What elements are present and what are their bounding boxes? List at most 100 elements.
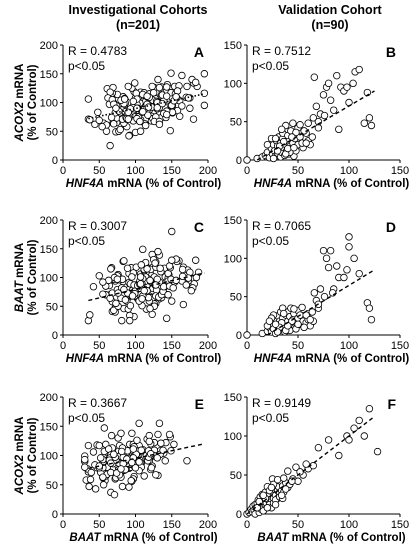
data-point	[140, 472, 148, 480]
y-tick-label: 200	[40, 40, 58, 52]
trend-line	[88, 93, 205, 120]
data-point	[350, 424, 358, 432]
panel-letter: B	[386, 44, 396, 60]
y-tick-label: 150	[40, 421, 58, 433]
y-axis-title: ACOX2 mRNA	[14, 417, 26, 496]
data-point	[189, 115, 198, 123]
data-point	[161, 457, 169, 465]
data-point	[191, 78, 200, 87]
data-point	[253, 504, 261, 512]
data-point	[157, 439, 165, 447]
r-value: R = 0.7512	[252, 44, 311, 58]
data-point	[350, 254, 358, 263]
data-point	[120, 257, 128, 265]
data-point	[120, 95, 129, 103]
data-point	[269, 154, 278, 163]
y-axis-title: BAAT mRNA	[14, 243, 26, 312]
data-point	[146, 304, 154, 313]
data-point	[310, 73, 319, 81]
data-point	[310, 289, 319, 297]
x-axis-title: HNF4A mRNA (% of Control)	[66, 178, 222, 190]
data-point	[136, 127, 145, 135]
panel-letter: C	[194, 219, 204, 235]
data-point	[86, 311, 94, 319]
data-point	[320, 292, 329, 301]
data-point	[99, 278, 107, 286]
data-point	[147, 450, 155, 458]
y-tick-label: 0	[52, 509, 58, 521]
data-point	[167, 69, 175, 77]
y-axis-subtitle: (% of Control)	[27, 417, 39, 493]
data-point	[168, 227, 176, 236]
data-point	[86, 116, 94, 124]
data-point	[145, 437, 153, 446]
data-point	[324, 436, 333, 444]
data-point	[326, 246, 335, 255]
data-point	[259, 491, 268, 499]
data-point	[99, 481, 108, 489]
y-tick-label: 100	[40, 98, 58, 110]
data-point	[183, 82, 191, 91]
data-point	[153, 454, 161, 462]
y-tick-label: 50	[230, 117, 242, 129]
data-point	[319, 91, 328, 99]
data-point	[360, 432, 368, 440]
x-tick-label: 100	[340, 519, 358, 531]
data-point	[326, 96, 335, 104]
data-point	[186, 104, 194, 112]
data-point	[277, 125, 286, 134]
p-value: p<0.05	[68, 234, 105, 248]
data-point	[304, 119, 312, 127]
data-point	[280, 309, 288, 318]
x-tick-label: 100	[340, 340, 358, 352]
x-tick-label: 0	[60, 165, 66, 177]
data-point	[333, 71, 341, 80]
data-point	[147, 464, 156, 472]
y-tick-label: 50	[46, 301, 58, 313]
data-point	[116, 125, 124, 134]
data-point	[112, 299, 120, 308]
data-point	[345, 233, 353, 241]
data-point	[146, 276, 154, 285]
data-point	[99, 473, 107, 481]
x-tick-label: 150	[391, 165, 409, 177]
r-value: R = 0.7065	[252, 219, 311, 233]
right-column-title: Validation Cohort	[278, 3, 382, 17]
data-point	[141, 121, 150, 130]
y-tick-label: 100	[224, 78, 242, 90]
data-point	[95, 272, 103, 280]
data-point	[128, 429, 136, 437]
data-point	[294, 477, 302, 485]
data-point	[155, 120, 164, 129]
data-point	[94, 108, 102, 116]
data-point	[200, 70, 209, 78]
data-point	[87, 468, 95, 477]
x-tick-label: 150	[391, 340, 409, 352]
data-point	[308, 133, 316, 141]
y-tick-label: 150	[40, 69, 58, 81]
data-point	[312, 102, 321, 111]
data-point	[263, 504, 272, 512]
x-tick-label: 0	[244, 340, 250, 352]
data-point	[129, 445, 138, 453]
data-point	[162, 83, 171, 91]
data-point	[149, 89, 158, 97]
data-point	[324, 263, 333, 272]
panel-letter: A	[194, 44, 204, 60]
data-point	[319, 246, 328, 255]
x-tick-label: 150	[391, 519, 409, 531]
data-point	[200, 89, 209, 97]
panel-letter: F	[387, 396, 396, 412]
data-point	[306, 315, 314, 324]
x-tick-label: 50	[93, 340, 105, 352]
x-axis-title: BAAT mRNA (% of Control)	[69, 532, 217, 544]
data-point	[140, 287, 148, 295]
x-tick-label: 100	[340, 165, 358, 177]
y-tick-label: 150	[224, 215, 242, 227]
x-tick-label: 50	[93, 165, 105, 177]
p-value: p<0.05	[252, 234, 289, 248]
x-axis-title: HNF4A mRNA (% of Control)	[254, 353, 410, 365]
